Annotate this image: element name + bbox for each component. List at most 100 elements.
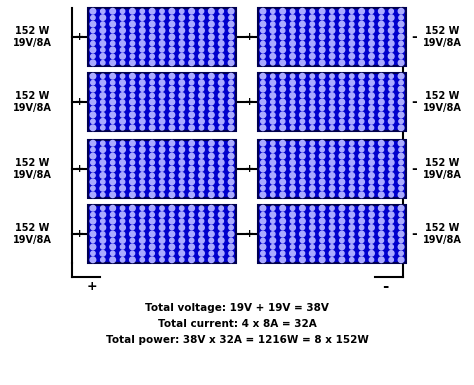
Circle shape [169,166,174,172]
Circle shape [319,206,325,211]
Circle shape [130,15,135,20]
Circle shape [310,41,315,46]
Circle shape [398,206,404,211]
Circle shape [189,34,194,40]
Circle shape [219,60,223,65]
Text: -: - [241,227,247,241]
Circle shape [100,212,106,218]
Circle shape [160,60,164,65]
Circle shape [179,15,184,20]
Circle shape [271,74,275,79]
Circle shape [180,126,184,130]
Circle shape [281,106,285,110]
Circle shape [300,251,305,256]
Circle shape [199,126,204,130]
Circle shape [270,251,275,256]
Circle shape [310,167,314,171]
Circle shape [379,244,384,250]
Circle shape [300,225,305,230]
Circle shape [320,147,324,152]
Circle shape [349,225,355,230]
Circle shape [129,8,135,14]
Circle shape [190,238,194,243]
Circle shape [261,186,265,191]
Circle shape [280,60,285,65]
Circle shape [140,22,145,26]
Circle shape [130,106,135,110]
Circle shape [189,74,194,79]
Circle shape [280,47,285,53]
Circle shape [349,113,354,117]
Circle shape [300,213,305,217]
Circle shape [219,186,224,191]
Circle shape [281,173,285,177]
Circle shape [219,192,223,197]
Circle shape [349,48,354,52]
Circle shape [120,9,125,13]
Circle shape [280,21,285,27]
Circle shape [369,15,374,20]
Circle shape [261,225,265,230]
Text: 152 W
19V/8A: 152 W 19V/8A [422,223,461,245]
Circle shape [90,153,96,159]
Circle shape [170,161,174,165]
Circle shape [160,180,164,184]
Circle shape [209,244,214,250]
Circle shape [180,141,184,146]
Circle shape [209,225,213,230]
Bar [88,205,236,263]
Circle shape [110,125,116,131]
Circle shape [398,34,404,40]
Text: 152 W
19V/8A: 152 W 19V/8A [422,158,461,180]
Circle shape [271,154,275,158]
Circle shape [349,212,355,218]
Circle shape [100,93,106,98]
Circle shape [209,119,213,124]
Circle shape [359,238,364,243]
Circle shape [379,161,383,165]
Circle shape [170,173,174,177]
Circle shape [290,186,295,191]
Circle shape [359,225,364,230]
Text: -: - [241,162,247,176]
Circle shape [199,105,204,111]
Circle shape [120,212,125,218]
Circle shape [281,54,285,59]
Circle shape [280,166,285,172]
Circle shape [228,47,234,53]
Circle shape [180,87,184,91]
Circle shape [199,147,204,152]
Circle shape [170,251,174,256]
Circle shape [260,112,266,118]
Circle shape [291,180,295,184]
Circle shape [310,154,314,158]
Circle shape [140,245,145,249]
Circle shape [349,154,354,158]
Circle shape [190,54,194,59]
Circle shape [260,74,266,79]
Circle shape [300,238,305,243]
Circle shape [219,258,223,262]
Circle shape [319,60,325,65]
Circle shape [359,74,365,79]
Circle shape [189,218,194,224]
Circle shape [300,34,305,40]
Circle shape [150,28,155,33]
Circle shape [130,251,135,256]
Circle shape [110,54,115,59]
Circle shape [389,48,393,52]
Circle shape [209,80,213,85]
Circle shape [300,218,305,224]
Circle shape [209,60,214,65]
Circle shape [189,125,194,131]
Circle shape [379,173,383,177]
Text: Total voltage: 19V + 19V = 38V: Total voltage: 19V + 19V = 38V [145,303,329,313]
Circle shape [261,251,265,256]
Circle shape [110,106,115,110]
Circle shape [398,21,404,27]
Circle shape [199,119,204,124]
Circle shape [359,54,364,59]
Circle shape [159,105,165,111]
Circle shape [169,47,174,53]
Circle shape [179,105,184,111]
